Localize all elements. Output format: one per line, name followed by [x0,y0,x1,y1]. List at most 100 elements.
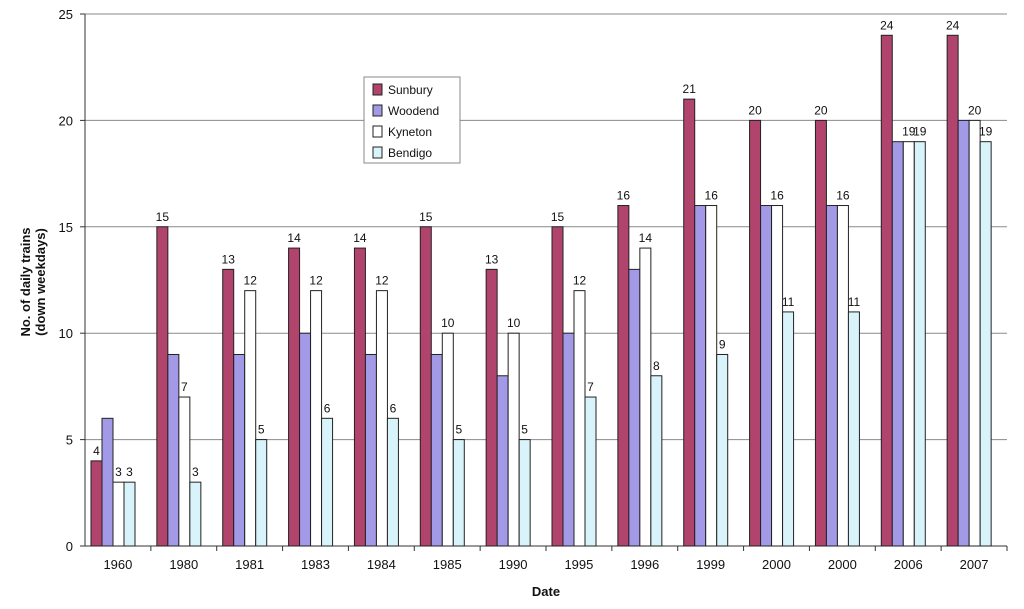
data-label-bendigo: 6 [324,401,331,415]
bar-woodend [694,205,707,547]
bar-bendigo [782,311,795,547]
data-label-bendigo: 7 [587,380,594,394]
x-tick-label: 1985 [433,557,462,572]
x-tick-label: 1995 [564,557,593,572]
data-label-sunbury: 13 [485,252,499,266]
bar-kyneton [441,332,454,547]
x-tick-label: 1980 [169,557,198,572]
data-label-sunbury: 14 [353,231,367,245]
bar-kyneton [310,290,323,547]
x-axis-title: Date [532,584,560,599]
bar-kyneton [902,141,915,547]
bar-sunbury [90,460,103,547]
bar-bendigo [386,417,399,547]
bar-bendigo [584,396,597,547]
bars [90,34,992,547]
data-label-bendigo: 8 [653,359,660,373]
data-label-sunbury: 4 [93,444,100,458]
legend-label-kyneton: Kyneton [388,125,432,139]
data-label-sunbury: 24 [880,18,894,32]
bar-sunbury [683,98,696,547]
x-tick-label: 2007 [960,557,989,572]
x-tick-label: 1983 [301,557,330,572]
bar-sunbury [222,268,235,547]
bar-sunbury [288,247,301,547]
data-label-bendigo: 9 [719,337,726,351]
data-label-bendigo: 6 [390,401,397,415]
data-label-sunbury: 21 [683,82,697,96]
y-tick-label: 15 [59,220,73,235]
bar-sunbury [880,34,893,547]
bar-sunbury [749,119,762,547]
x-tick-label: 1990 [499,557,528,572]
bar-sunbury [617,205,630,547]
legend-label-bendigo: Bendigo [388,146,432,160]
legend-label-sunbury: Sunbury [388,83,433,97]
legend-swatch-woodend [372,104,383,117]
data-label-bendigo: 11 [782,295,795,309]
bar-bendigo [979,141,992,547]
data-label-kyneton: 12 [573,274,587,288]
legend-swatch-sunbury [372,83,383,96]
bar-sunbury [485,268,498,547]
bar-woodend [760,205,773,547]
data-label-kyneton: 10 [441,316,455,330]
data-label-kyneton: 16 [836,189,850,203]
y-tick-label: 20 [59,113,73,128]
data-label-kyneton: 20 [968,103,982,117]
bar-bendigo [452,439,465,547]
y-axis-title-line-2: (down weekdays) [33,228,48,336]
x-tick-label: 2000 [762,557,791,572]
data-label-sunbury: 14 [287,231,301,245]
bar-sunbury [353,247,366,547]
data-label-kyneton: 14 [639,231,653,245]
data-label-sunbury: 20 [814,103,828,117]
bar-woodend [299,332,312,547]
bar-kyneton [968,119,981,547]
bar-kyneton [639,247,652,547]
bar-sunbury [156,226,169,547]
bar-kyneton [771,205,784,547]
data-label-sunbury: 15 [156,210,170,224]
x-tick-label: 1960 [103,557,132,572]
bar-woodend [364,353,377,547]
x-tick-label: 2006 [894,557,923,572]
data-label-bendigo: 19 [979,125,993,139]
data-label-sunbury: 20 [748,103,762,117]
bar-woodend [562,332,575,547]
bar-kyneton [573,290,586,547]
bar-woodend [233,353,246,547]
bar-kyneton [178,396,191,547]
data-label-kyneton: 19 [902,125,916,139]
bar-kyneton [836,205,849,547]
bar-bendigo [321,417,334,547]
bar-kyneton [112,481,125,547]
data-label-bendigo: 5 [521,423,528,437]
data-label-kyneton: 12 [244,274,258,288]
y-tick-label: 10 [59,326,73,341]
data-label-sunbury: 16 [617,189,631,203]
bar-woodend [496,375,509,547]
bar-bendigo [847,311,860,547]
legend-swatch-bendigo [372,146,383,159]
bar-kyneton [705,205,718,547]
data-label-sunbury: 15 [551,210,565,224]
data-label-sunbury: 15 [419,210,433,224]
legend-swatch-kyneton [372,125,383,138]
bar-bendigo [650,375,663,547]
data-label-kyneton: 12 [375,274,389,288]
bar-bendigo [189,481,202,547]
x-tick-label: 1984 [367,557,396,572]
bar-woodend [167,353,180,547]
bar-kyneton [507,332,520,547]
bar-woodend [957,119,970,547]
data-label-bendigo: 3 [126,465,133,479]
bar-kyneton [244,290,257,547]
bar-bendigo [255,439,268,547]
bar-sunbury [946,34,959,547]
data-label-bendigo: 5 [455,423,462,437]
y-axis-title-line-1: No. of daily trains [18,227,33,336]
data-label-bendigo: 3 [192,465,199,479]
